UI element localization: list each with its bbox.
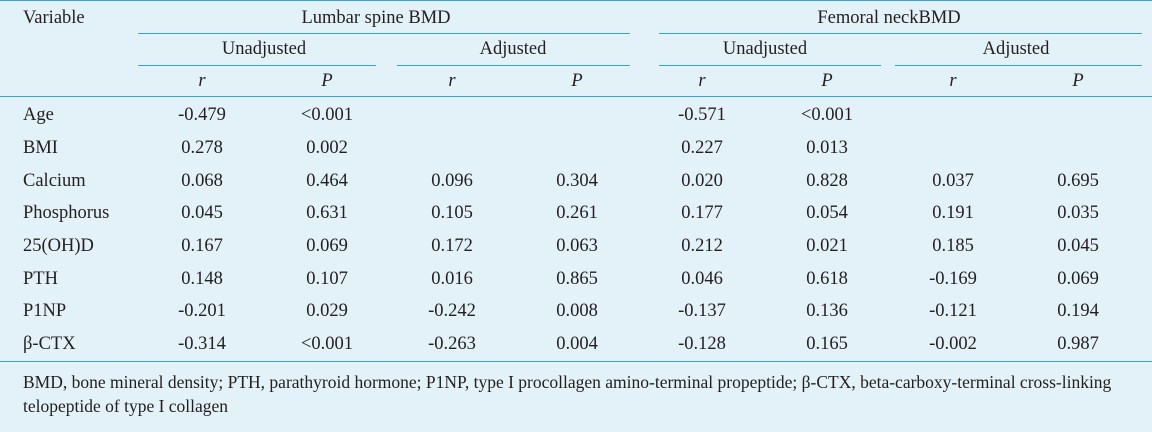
- table-cell: 0.695: [1057, 171, 1099, 191]
- table-cell: 0.828: [806, 171, 848, 191]
- table-cell: <0.001: [300, 105, 354, 125]
- table-cell: 0.063: [556, 236, 598, 256]
- subgroup-header-femoral-adjusted: Adjusted: [982, 39, 1050, 59]
- table-cell: 0.004: [556, 334, 598, 354]
- table-cell: 0.194: [1057, 301, 1099, 321]
- row-label: PTH: [23, 269, 58, 289]
- table-cell: 0.045: [181, 203, 223, 223]
- row-label: Age: [23, 105, 54, 125]
- variable-header: Variable: [23, 8, 85, 28]
- stat-header-r: r: [698, 71, 706, 91]
- table-cell: 0.096: [431, 171, 473, 191]
- table-cell: 0.107: [306, 269, 348, 289]
- table-cell: 0.165: [806, 334, 848, 354]
- row-label: P1NP: [23, 301, 67, 321]
- table-cell: -0.137: [678, 301, 726, 321]
- table-cell: 0.172: [431, 236, 473, 256]
- table-cell: 0.046: [681, 269, 723, 289]
- table-cell: 0.304: [556, 171, 598, 191]
- table-cell: 0.136: [806, 301, 848, 321]
- table-cell: -0.002: [929, 334, 977, 354]
- table-cell: -0.314: [178, 334, 226, 354]
- stat-header-p: P: [571, 71, 583, 91]
- table-cell: 0.177: [681, 203, 723, 223]
- stat-header-r: r: [198, 71, 206, 91]
- table-cell: 0.054: [806, 203, 848, 223]
- row-label: 25(OH)D: [23, 236, 94, 256]
- table-cell: 0.045: [1057, 236, 1099, 256]
- table-cell: 0.105: [431, 203, 473, 223]
- table-cell: <0.001: [300, 334, 354, 354]
- table-cell: 0.013: [806, 138, 848, 158]
- table-cell: 0.618: [806, 269, 848, 289]
- table-cell: 0.631: [306, 203, 348, 223]
- header-bottom-rule: [0, 96, 1152, 97]
- subgroup-rule-lumbar-unadjusted: [138, 65, 376, 66]
- table-cell: -0.121: [929, 301, 977, 321]
- subgroup-rule-femoral-unadjusted: [659, 65, 881, 66]
- table-cell: -0.263: [428, 334, 476, 354]
- table-cell: -0.169: [929, 269, 977, 289]
- row-label: β-CTX: [23, 334, 76, 354]
- table-cell: 0.016: [431, 269, 473, 289]
- table-cell: 0.037: [932, 171, 974, 191]
- subgroup-rule-femoral-adjusted: [895, 65, 1142, 66]
- stat-header-r: r: [448, 71, 456, 91]
- stat-header-r: r: [949, 71, 957, 91]
- table-cell: 0.021: [806, 236, 848, 256]
- table-cell: -0.479: [178, 105, 226, 125]
- table-cell: 0.148: [181, 269, 223, 289]
- table-cell: 0.167: [181, 236, 223, 256]
- table-cell: 0.261: [556, 203, 598, 223]
- table-cell: -0.128: [678, 334, 726, 354]
- table-cell: 0.068: [181, 171, 223, 191]
- group-rule-femoral: [659, 33, 1142, 34]
- table-cell: 0.278: [181, 138, 223, 158]
- group-rule-lumbar: [138, 33, 630, 34]
- row-label: Phosphorus: [23, 203, 110, 223]
- row-label: BMI: [23, 138, 58, 158]
- table-cell: 0.069: [1057, 269, 1099, 289]
- table-cell: <0.001: [800, 105, 854, 125]
- table-cell: -0.242: [428, 301, 476, 321]
- table-cell: 0.069: [306, 236, 348, 256]
- table-cell: -0.571: [678, 105, 726, 125]
- table-cell: 0.008: [556, 301, 598, 321]
- stat-header-p: P: [321, 71, 333, 91]
- subgroup-rule-lumbar-adjusted: [397, 65, 630, 66]
- table-cell: -0.201: [178, 301, 226, 321]
- row-label: Calcium: [23, 171, 86, 191]
- table-cell: 0.020: [681, 171, 723, 191]
- body-bottom-rule: [0, 361, 1152, 362]
- table-cell: 0.865: [556, 269, 598, 289]
- table-cell: 0.185: [932, 236, 974, 256]
- table-cell: 0.191: [932, 203, 974, 223]
- top-rule: [0, 0, 1152, 1]
- group-header-femoral: Femoral neckBMD: [817, 8, 961, 28]
- subgroup-header-lumbar-adjusted: Adjusted: [479, 39, 547, 59]
- subgroup-header-femoral-unadjusted: Unadjusted: [722, 39, 808, 59]
- table-cell: 0.029: [306, 301, 348, 321]
- stat-header-p: P: [821, 71, 833, 91]
- table-cell: 0.987: [1057, 334, 1099, 354]
- table-cell: 0.227: [681, 138, 723, 158]
- group-header-lumbar: Lumbar spine BMD: [301, 8, 451, 28]
- table-cell: 0.035: [1057, 203, 1099, 223]
- subgroup-header-lumbar-unadjusted: Unadjusted: [221, 39, 307, 59]
- table-cell: 0.464: [306, 171, 348, 191]
- table-footnote: BMD, bone mineral density; PTH, parathyr…: [23, 372, 1112, 416]
- table-cell: 0.212: [681, 236, 723, 256]
- table-cell: 0.002: [306, 138, 348, 158]
- stat-header-p: P: [1072, 71, 1084, 91]
